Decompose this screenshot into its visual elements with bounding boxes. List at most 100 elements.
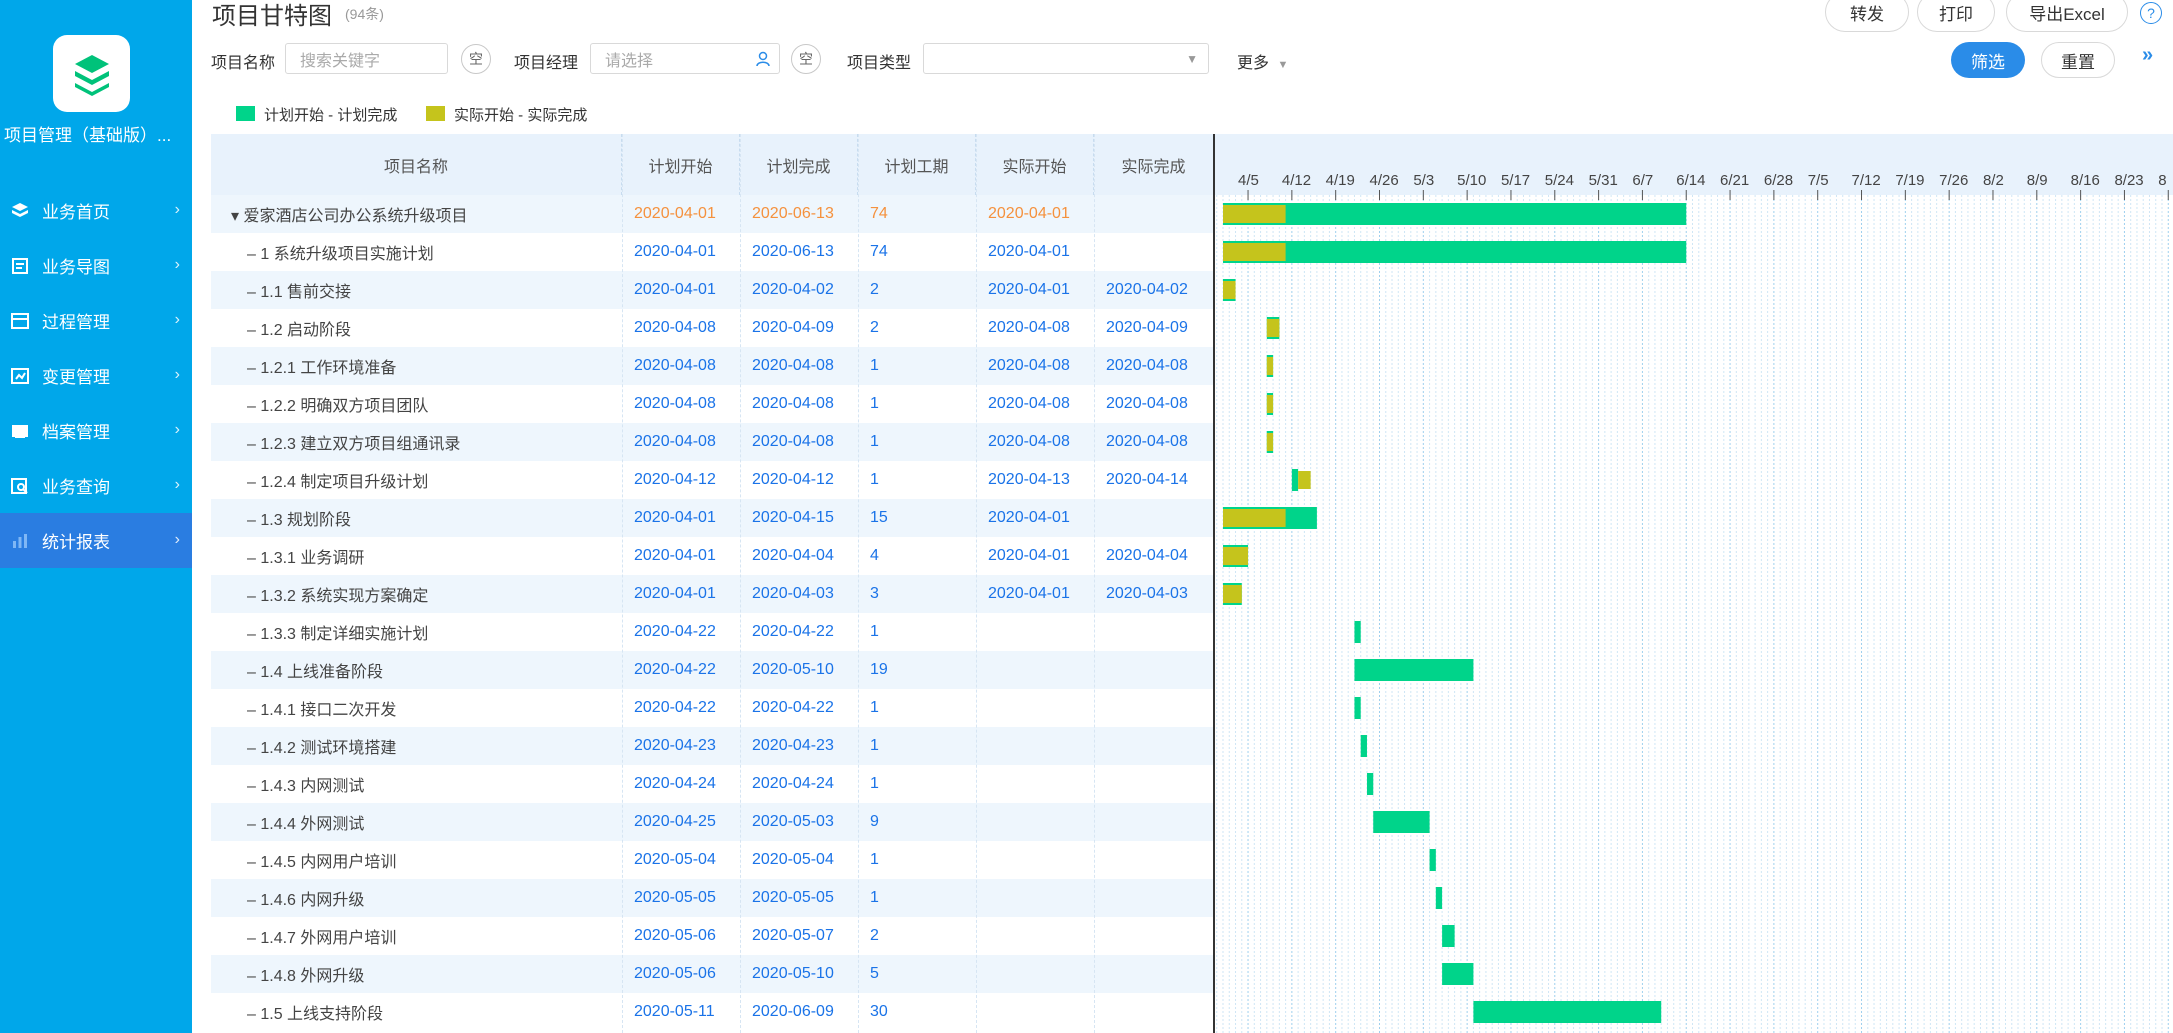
cell-duration: 5 [870,965,879,982]
plan-bar[interactable] [1366,773,1374,795]
col-header-actual-start[interactable]: 实际开始 [976,134,1094,195]
actual-bar[interactable] [1266,357,1274,375]
filter-button[interactable]: 筛选 [1951,42,2025,78]
table-row[interactable]: ▾ 爱家酒店公司办公系统升级项目 2020-04-01 2020-06-13 74 20… [211,195,1213,233]
more-filters-toggle[interactable]: 更多 ▼ [1237,49,1288,73]
plan-bar[interactable] [1473,1001,1662,1023]
cell-plan-end: 2020-05-10 [752,661,834,678]
actual-bar[interactable] [1223,509,1286,527]
plan-bar[interactable] [1354,621,1361,643]
table-row[interactable]: – 1.2 启动阶段 2020-04-08 2020-04-09 2 2020-04-0… [211,309,1213,347]
table-row[interactable]: – 1.4.8 外网升级 2020-05-06 2020-05-10 5 [211,955,1213,993]
cell-plan-end: 2020-05-04 [752,851,834,868]
reset-button[interactable]: 重置 [2041,42,2115,78]
col-header-plan-end[interactable]: 计划完成 [740,134,858,195]
timeline-label: 6/14 [1676,172,1706,189]
manager-empty-toggle[interactable]: 空 [791,44,821,74]
layers-icon [74,54,109,96]
cell-plan-start: 2020-04-08 [634,395,716,412]
cell-plan-end: 2020-06-13 [752,205,834,222]
col-header-duration[interactable]: 计划工期 [858,134,976,195]
cell-actual-end: 2020-04-03 [1106,585,1188,602]
timeline-label: 4/19 [1325,172,1355,189]
cell-duration: 1 [870,889,879,906]
sidebar-item-4[interactable]: 档案管理 › [0,403,192,458]
col-header-name[interactable]: 项目名称 [211,134,622,195]
chevron-right-icon: › [174,366,180,383]
sidebar-item-1[interactable]: 业务导图 › [0,238,192,293]
plan-bar[interactable] [1223,203,1687,225]
table-row[interactable]: – 1.3 规划阶段 2020-04-01 2020-04-15 15 2020-04-… [211,499,1213,537]
sidebar-item-0[interactable]: 业务首页 › [0,183,192,238]
actual-bar[interactable] [1223,585,1242,603]
cell-plan-start: 2020-04-01 [634,281,716,298]
table-row[interactable]: – 1.4.6 内网升级 2020-05-05 2020-05-05 1 [211,879,1213,917]
col-header-plan-start[interactable]: 计划开始 [622,134,740,195]
forward-button[interactable]: 转发 [1825,0,1909,32]
table-row[interactable]: – 1.2.2 明确双方项目团队 2020-04-08 2020-04-08 1 202… [211,385,1213,423]
plan-bar[interactable] [1291,469,1299,491]
table-row[interactable]: – 1.4.2 测试环境搭建 2020-04-23 2020-04-23 1 [211,727,1213,765]
cell-actual-end [1094,727,1213,765]
project-name-label: 项目名称 [211,55,276,72]
plan-bar[interactable] [1360,735,1367,757]
table-row[interactable]: – 1 系统升级项目实施计划 2020-04-01 2020-06-13 74 2020… [211,233,1213,271]
plan-bar[interactable] [1354,697,1361,719]
actual-bar[interactable] [1266,395,1274,413]
plan-bar[interactable] [1429,849,1436,871]
project-type-select[interactable]: ▼ [923,43,1209,74]
print-button[interactable]: 打印 [1917,0,1995,32]
help-icon[interactable]: ? [2140,2,2162,24]
cell-plan-start: 2020-04-22 [634,661,716,678]
actual-bar[interactable] [1298,471,1311,489]
table-row[interactable]: – 1.3.2 系统实现方案确定 2020-04-01 2020-04-03 3 202… [211,575,1213,613]
table-row[interactable]: – 1.3.3 制定详细实施计划 2020-04-22 2020-04-22 1 [211,613,1213,651]
table-row[interactable]: – 1.3.1 业务调研 2020-04-01 2020-04-04 4 2020-04… [211,537,1213,575]
plan-bar[interactable] [1435,887,1443,909]
table-row[interactable]: – 1.5 上线支持阶段 2020-05-11 2020-06-09 30 [211,993,1213,1031]
actual-bar[interactable] [1223,547,1249,565]
col-header-actual-end[interactable]: 实际完成 [1094,134,1213,195]
cell-actual-start: 2020-04-01 [988,509,1070,526]
plan-bar[interactable] [1223,241,1687,263]
cell-actual-start: 2020-04-08 [988,395,1070,412]
cell-duration: 1 [870,851,879,868]
table-row[interactable]: – 1.4.5 内网用户培训 2020-05-04 2020-05-04 1 [211,841,1213,879]
table-row[interactable]: – 1.4 上线准备阶段 2020-04-22 2020-05-10 19 [211,651,1213,689]
actual-bar[interactable] [1223,243,1286,261]
table-row[interactable]: – 1.4.1 接口二次开发 2020-04-22 2020-04-22 1 [211,689,1213,727]
table-row[interactable]: – 1.1 售前交接 2020-04-01 2020-04-02 2 2020-04-0… [211,271,1213,309]
project-name-input[interactable]: 搜索关键字 [285,43,448,74]
name-empty-toggle[interactable]: 空 [461,44,491,74]
cell-name: – 1.2.2 明确双方项目团队 [247,398,429,415]
process-icon [9,310,31,332]
plan-bar[interactable] [1354,659,1474,681]
plan-bar[interactable] [1442,925,1455,947]
plan-bar[interactable] [1373,811,1430,833]
cell-actual-start: 2020-04-08 [988,357,1070,374]
plan-bar[interactable] [1442,963,1474,985]
table-row[interactable]: – 1.2.1 工作环境准备 2020-04-08 2020-04-08 1 2020-… [211,347,1213,385]
table-row[interactable]: – 1.4.3 内网测试 2020-04-24 2020-04-24 1 [211,765,1213,803]
sidebar-item-6[interactable]: 统计报表 › [0,513,192,568]
table-row[interactable]: – 1.2.3 建立双方项目组通讯录 2020-04-08 2020-04-08 1 2… [211,423,1213,461]
actual-bar[interactable] [1223,281,1236,299]
export-excel-button[interactable]: 导出Excel [2006,0,2128,32]
sidebar-item-label: 档案管理 [42,423,110,442]
app-logo [53,35,130,112]
table-row[interactable]: – 1.2.4 制定项目升级计划 2020-04-12 2020-04-12 1 202… [211,461,1213,499]
sidebar-item-2[interactable]: 过程管理 › [0,293,192,348]
cell-name: – 1 系统升级项目实施计划 [247,246,434,263]
cell-name: – 1.1 售前交接 [247,284,352,301]
actual-bar[interactable] [1223,205,1286,223]
cell-plan-end: 2020-04-08 [752,395,834,412]
actual-bar[interactable] [1266,433,1274,451]
actual-bar[interactable] [1266,319,1280,337]
sidebar-item-5[interactable]: 业务查询 › [0,458,192,513]
project-manager-select[interactable]: 请选择 [590,43,780,74]
sidebar-item-3[interactable]: 变更管理 › [0,348,192,403]
table-row[interactable]: – 1.4.7 外网用户培训 2020-05-06 2020-05-07 2 [211,917,1213,955]
cell-plan-start: 2020-04-01 [634,205,716,222]
expand-filters-icon[interactable]: » [2142,44,2153,66]
table-row[interactable]: – 1.4.4 外网测试 2020-04-25 2020-05-03 9 [211,803,1213,841]
